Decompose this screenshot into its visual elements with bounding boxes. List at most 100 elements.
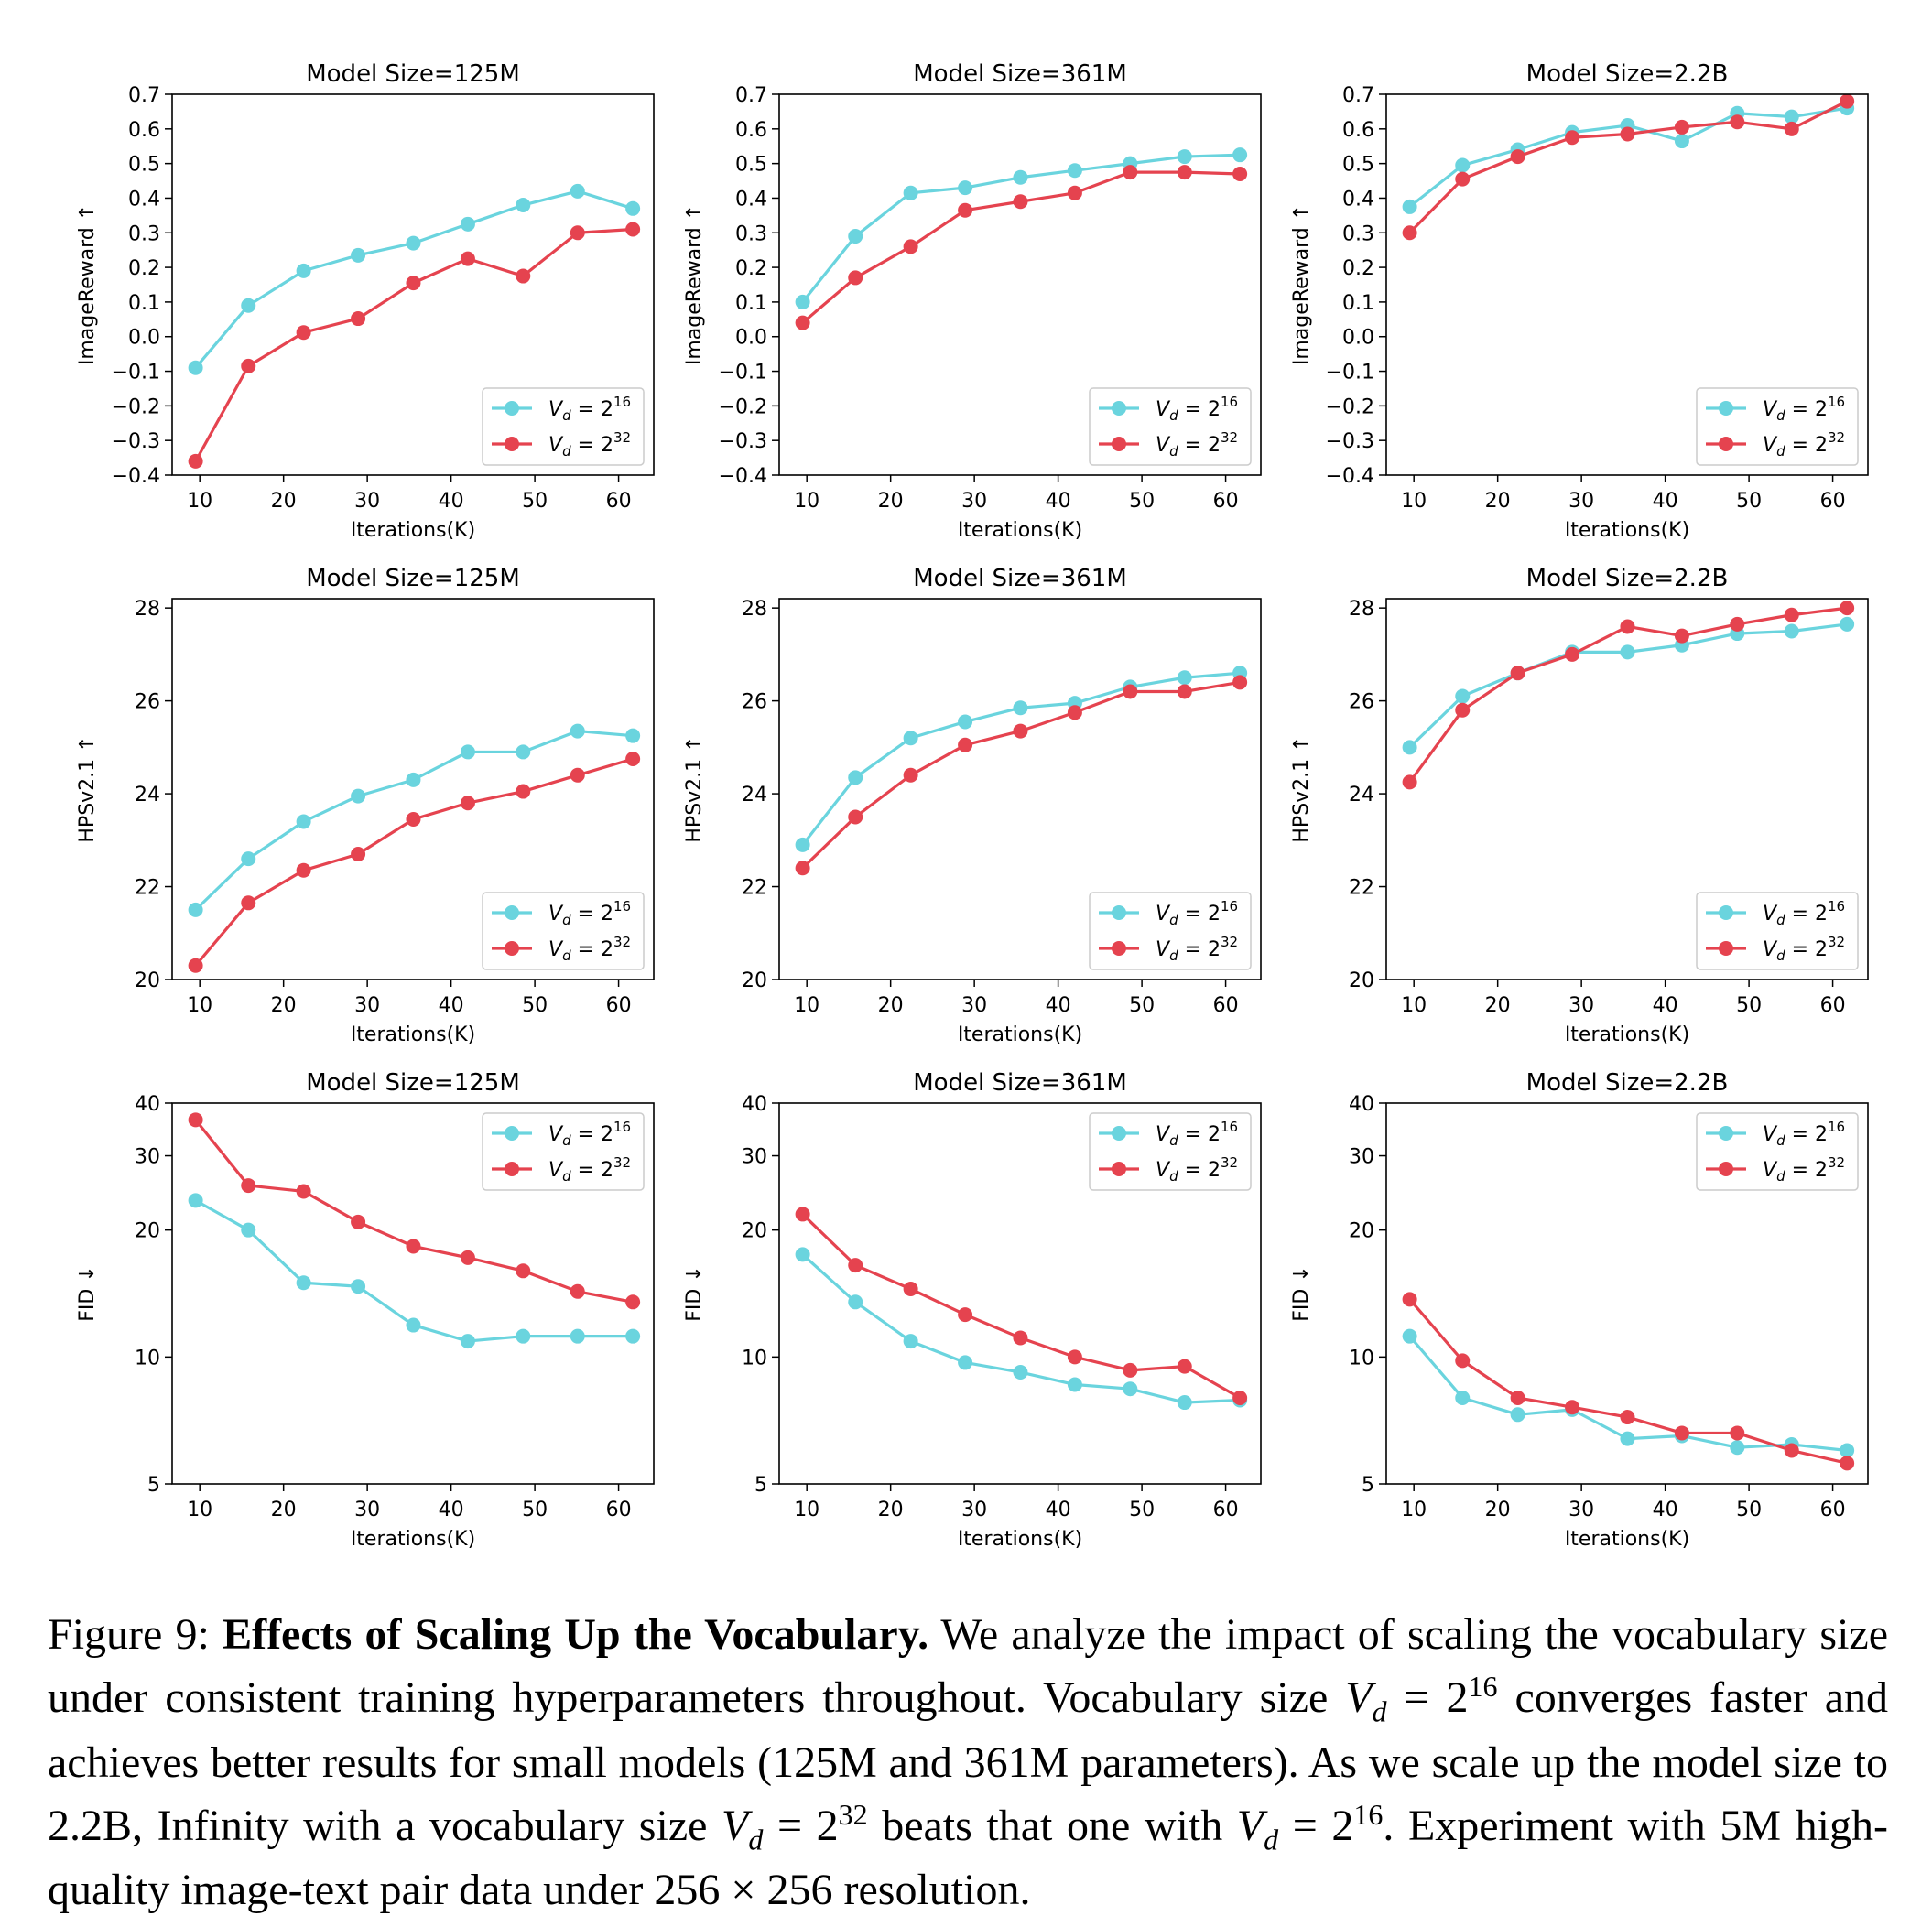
data-point: [848, 770, 863, 785]
legend-swatch-marker: [505, 1162, 519, 1176]
y-tick-label: 0.0: [735, 327, 767, 350]
data-point: [1784, 1443, 1799, 1458]
y-tick-label: 22: [742, 877, 767, 900]
x-tick-label: 20: [1485, 490, 1511, 513]
x-axis-label: Iterations(K): [958, 1528, 1082, 1551]
data-point: [1674, 628, 1689, 644]
data-point: [1177, 1395, 1192, 1411]
x-tick-label: 10: [794, 994, 819, 1017]
y-tick-label: 0.2: [735, 257, 767, 280]
data-point: [1123, 684, 1138, 699]
y-tick-label: −0.2: [1326, 395, 1374, 418]
x-tick-label: 30: [961, 994, 987, 1017]
data-point: [1402, 1292, 1417, 1307]
y-tick-label: 28: [1349, 598, 1374, 621]
data-point: [406, 1239, 421, 1254]
data-point: [1232, 147, 1248, 163]
x-tick-label: 40: [1653, 1499, 1678, 1521]
caption-bold-title: Effects of Scaling Up the Vocabulary.: [223, 1610, 929, 1659]
data-point: [1730, 114, 1745, 130]
data-point: [1067, 163, 1082, 179]
x-tick-label: 60: [1820, 490, 1846, 513]
caption-math-3: Vd = 216: [1236, 1797, 1384, 1856]
x-axis-label: Iterations(K): [958, 1023, 1082, 1046]
data-point: [241, 1178, 256, 1194]
x-tick-label: 20: [1485, 994, 1511, 1017]
y-tick-label: 10: [135, 1347, 160, 1369]
data-point: [516, 198, 531, 213]
legend-swatch-marker: [1719, 1162, 1733, 1176]
x-tick-label: 40: [1046, 490, 1071, 513]
y-tick-label: 10: [742, 1347, 767, 1369]
y-axis-label: FID ↓: [683, 1265, 706, 1322]
data-point: [795, 861, 810, 876]
y-tick-label: 0.4: [1342, 188, 1374, 211]
chart-panel-2: Model Size=361M 10 20 30 40 50 60 −0.4 −0.3 −0.2 −…: [683, 60, 1262, 542]
y-tick-label: −0.2: [112, 395, 160, 418]
data-point: [1067, 1349, 1082, 1365]
plot-frame: [1385, 1102, 1869, 1485]
data-point: [296, 814, 311, 829]
x-tick-label: 40: [439, 994, 464, 1017]
legend-label: Vd = 216: [548, 1119, 631, 1149]
x-tick-label: 10: [187, 1499, 212, 1521]
legend-label: Vd = 232: [1156, 934, 1238, 964]
y-tick-label: 22: [135, 877, 160, 900]
x-tick-label: 60: [1820, 994, 1846, 1017]
data-point: [1455, 157, 1471, 173]
data-point: [351, 311, 366, 327]
caption-math-2: Vd = 232: [722, 1797, 868, 1856]
data-point: [516, 1328, 531, 1344]
data-point: [1784, 607, 1799, 622]
x-tick-label: 20: [878, 490, 904, 513]
data-point: [625, 222, 641, 237]
chart-panel-9: Model Size=2.2B 10 20 30 40 50 60 5 10 20 30 40 Iter…: [1290, 1069, 1869, 1551]
data-point: [351, 1214, 366, 1229]
x-tick-label: 10: [1401, 490, 1427, 513]
data-point: [903, 1282, 918, 1297]
data-point: [1067, 705, 1082, 720]
chart-panel-3: Model Size=2.2B 10 20 30 40 50 60 −0.4 −0.3 −0.2 −…: [1290, 60, 1869, 542]
data-point: [625, 1294, 641, 1310]
y-tick-label: 0.7: [1342, 84, 1374, 107]
chart-title: Model Size=125M: [306, 60, 520, 88]
chart-panel-8: Model Size=361M 10 20 30 40 50 60 5 10 20 30 40 Iter…: [683, 1069, 1262, 1551]
caption-text-1: We analyze the impact of scaling the voc…: [48, 1610, 1889, 1722]
data-point: [406, 276, 421, 291]
x-tick-label: 10: [794, 1499, 819, 1521]
data-point: [1620, 619, 1635, 634]
data-point: [625, 1328, 641, 1344]
data-point: [1402, 774, 1417, 790]
legend-swatch-marker: [1719, 905, 1733, 920]
data-point: [1510, 1407, 1525, 1423]
legend: Vd = 216 Vd = 232: [482, 892, 645, 970]
data-point: [1840, 616, 1855, 632]
y-tick-label: 0.6: [735, 119, 767, 142]
x-tick-label: 20: [271, 994, 297, 1017]
x-tick-label: 60: [606, 1499, 632, 1521]
data-point: [1565, 1400, 1580, 1415]
data-point: [516, 784, 531, 799]
y-tick-label: −0.3: [1326, 430, 1374, 453]
plot-frame: [778, 1102, 1262, 1485]
y-tick-label: 40: [1349, 1093, 1374, 1116]
legend-label: Vd = 232: [1763, 934, 1845, 964]
x-tick-label: 30: [354, 994, 380, 1017]
data-point: [903, 731, 918, 746]
data-point: [1123, 1381, 1138, 1397]
y-tick-label: 40: [742, 1093, 767, 1116]
x-tick-label: 60: [1213, 490, 1239, 513]
x-tick-label: 50: [1736, 994, 1762, 1017]
data-point: [1177, 149, 1192, 165]
data-point: [1123, 1362, 1138, 1378]
x-tick-label: 40: [1653, 490, 1678, 513]
y-axis-label: HPSv2.1 ↑: [76, 735, 99, 842]
x-axis-label: Iterations(K): [351, 519, 475, 542]
legend-swatch-marker: [1112, 401, 1126, 416]
legend-label: Vd = 232: [548, 934, 631, 964]
legend-swatch-marker: [1719, 401, 1733, 416]
x-tick-label: 30: [961, 1499, 987, 1521]
data-point: [1674, 134, 1689, 149]
x-axis-label: Iterations(K): [958, 519, 1082, 542]
data-point: [296, 1275, 311, 1291]
